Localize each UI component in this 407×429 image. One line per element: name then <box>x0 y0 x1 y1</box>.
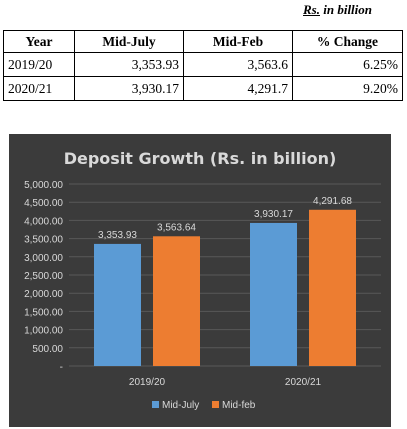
header-percent-change: % Change <box>292 30 403 53</box>
y-tick-label: 500.00 <box>32 344 63 355</box>
y-tick-label: 3,000.00 <box>24 253 63 264</box>
data-label: 3,353.93 <box>98 230 137 241</box>
unit-note-rest: in billion <box>319 2 373 17</box>
data-label: 3,930.17 <box>254 209 293 220</box>
header-mid-feb: Mid-Feb <box>183 30 293 53</box>
y-tick-label: 5,000.00 <box>24 180 63 191</box>
chart-svg: Deposit Growth (Rs. in billion) - 500.00 1,… <box>24 149 381 411</box>
cell-mid-feb: 4,291.7 <box>183 76 293 101</box>
cell-mid-july: 3,353.93 <box>74 52 184 77</box>
unit-note-abbrev: Rs. <box>303 2 320 17</box>
legend-swatch <box>152 401 159 408</box>
header-year: Year <box>3 30 75 53</box>
table-header-row: Year Mid-July Mid-Feb % Change <box>3 30 403 53</box>
cell-mid-feb: 3,563.6 <box>183 52 293 77</box>
y-tick-label: 1,500.00 <box>24 307 63 318</box>
chart-title: Deposit Growth (Rs. in billion) <box>64 149 337 168</box>
bar <box>94 243 141 366</box>
bar <box>153 236 200 366</box>
y-tick-label: 2,000.00 <box>24 289 63 300</box>
deposit-table: Year Mid-July Mid-Feb % Change 2019/20 3… <box>3 30 403 101</box>
header-mid-july: Mid-July <box>74 30 184 53</box>
data-label: 3,563.64 <box>157 222 196 233</box>
cell-mid-july: 3,930.17 <box>74 76 184 101</box>
unit-note: Rs. in billion <box>303 2 372 18</box>
y-tick-label: 1,000.00 <box>24 326 63 337</box>
cell-year: 2020/21 <box>3 76 75 101</box>
deposit-growth-chart: Deposit Growth (Rs. in billion) - 500.00 1,… <box>9 134 391 427</box>
cell-year: 2019/20 <box>3 52 75 77</box>
y-tick-label: 4,000.00 <box>24 216 63 227</box>
y-tick-label: 2,500.00 <box>24 271 63 282</box>
y-tick-label: 4,500.00 <box>24 198 63 209</box>
table-row: 2020/21 3,930.17 4,291.7 9.20% <box>3 76 403 101</box>
legend-label: Mid-July <box>162 400 199 411</box>
legend-label: Mid-feb <box>222 400 256 411</box>
y-tick-label: 3,500.00 <box>24 235 63 246</box>
x-tick-label: 2019/20 <box>129 377 166 388</box>
cell-percent-change: 9.20% <box>292 76 403 101</box>
x-tick-label: 2020/21 <box>285 377 322 388</box>
y-tick-label: - <box>60 362 63 373</box>
bar <box>250 222 297 366</box>
cell-percent-change: 6.25% <box>292 52 403 77</box>
table-row: 2019/20 3,353.93 3,563.6 6.25% <box>3 52 403 77</box>
bar <box>309 209 356 366</box>
legend-swatch <box>212 401 219 408</box>
data-label: 4,291.68 <box>313 196 352 207</box>
